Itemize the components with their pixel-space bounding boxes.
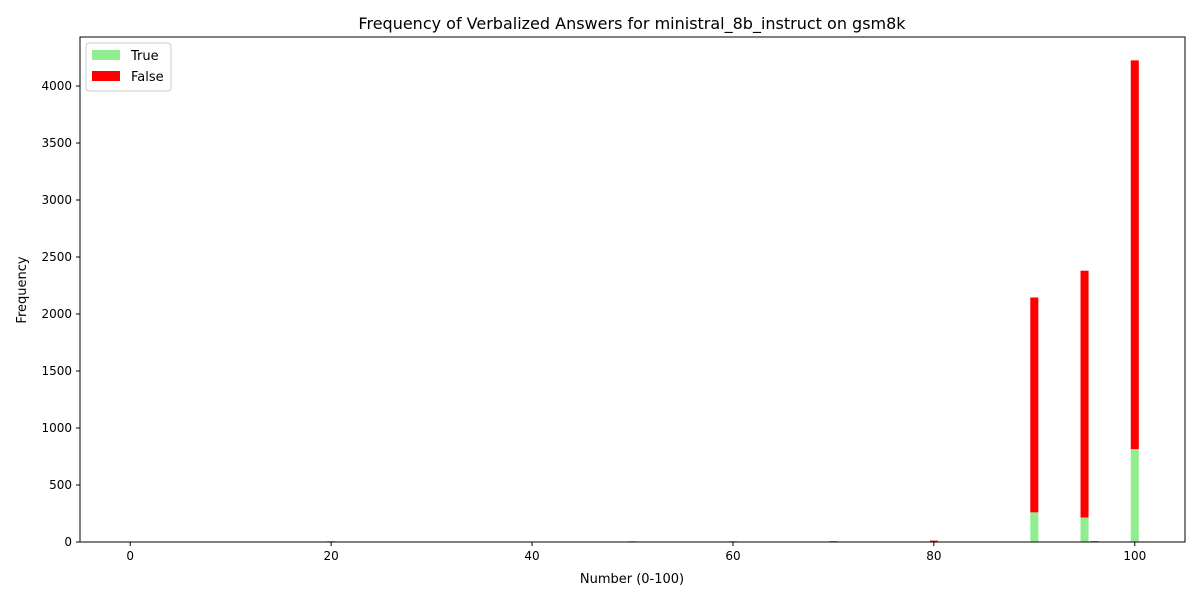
y-tick-label: 1500 [41, 364, 72, 378]
legend-swatch-false [92, 71, 120, 81]
legend: True False [85, 42, 172, 92]
y-tick-label: 3500 [41, 136, 72, 150]
y-tick-label: 1000 [41, 421, 72, 435]
chart-title: Frequency of Verbalized Answers for mini… [358, 14, 906, 34]
plot-frame [79, 36, 1186, 543]
y-axis-label: Frequency [15, 256, 30, 323]
y-tick-label: 4000 [41, 79, 72, 93]
bar-false-80 [929, 540, 938, 542]
bar-false-90 [1030, 297, 1039, 513]
x-tick-label: 80 [926, 549, 941, 563]
y-tick-label: 2500 [41, 250, 72, 264]
bar-true-90 [1030, 512, 1039, 542]
y-axis-ticks: 0 500 1000 1500 2000 2500 3000 3500 4000 [41, 79, 80, 549]
x-tick-label: 20 [323, 549, 338, 563]
x-tick-label: 100 [1123, 549, 1146, 563]
legend-swatch-true [92, 50, 120, 60]
x-axis-label: Number (0-100) [580, 572, 684, 587]
bar-false-95 [1080, 270, 1089, 518]
y-tick-label: 0 [64, 535, 72, 549]
y-tick-label: 3000 [41, 193, 72, 207]
y-tick-label: 500 [49, 478, 72, 492]
y-tick-label: 2000 [41, 307, 72, 321]
x-tick-label: 0 [126, 549, 134, 563]
bar-true-95 [1080, 517, 1089, 542]
bar-false-100 [1130, 60, 1139, 450]
legend-label-false: False [131, 70, 164, 85]
x-tick-label: 40 [524, 549, 539, 563]
bar-true-100 [1130, 449, 1139, 542]
x-axis-ticks: 0 20 40 60 80 100 [126, 542, 1146, 563]
x-tick-label: 60 [725, 549, 740, 563]
legend-label-true: True [130, 49, 159, 64]
